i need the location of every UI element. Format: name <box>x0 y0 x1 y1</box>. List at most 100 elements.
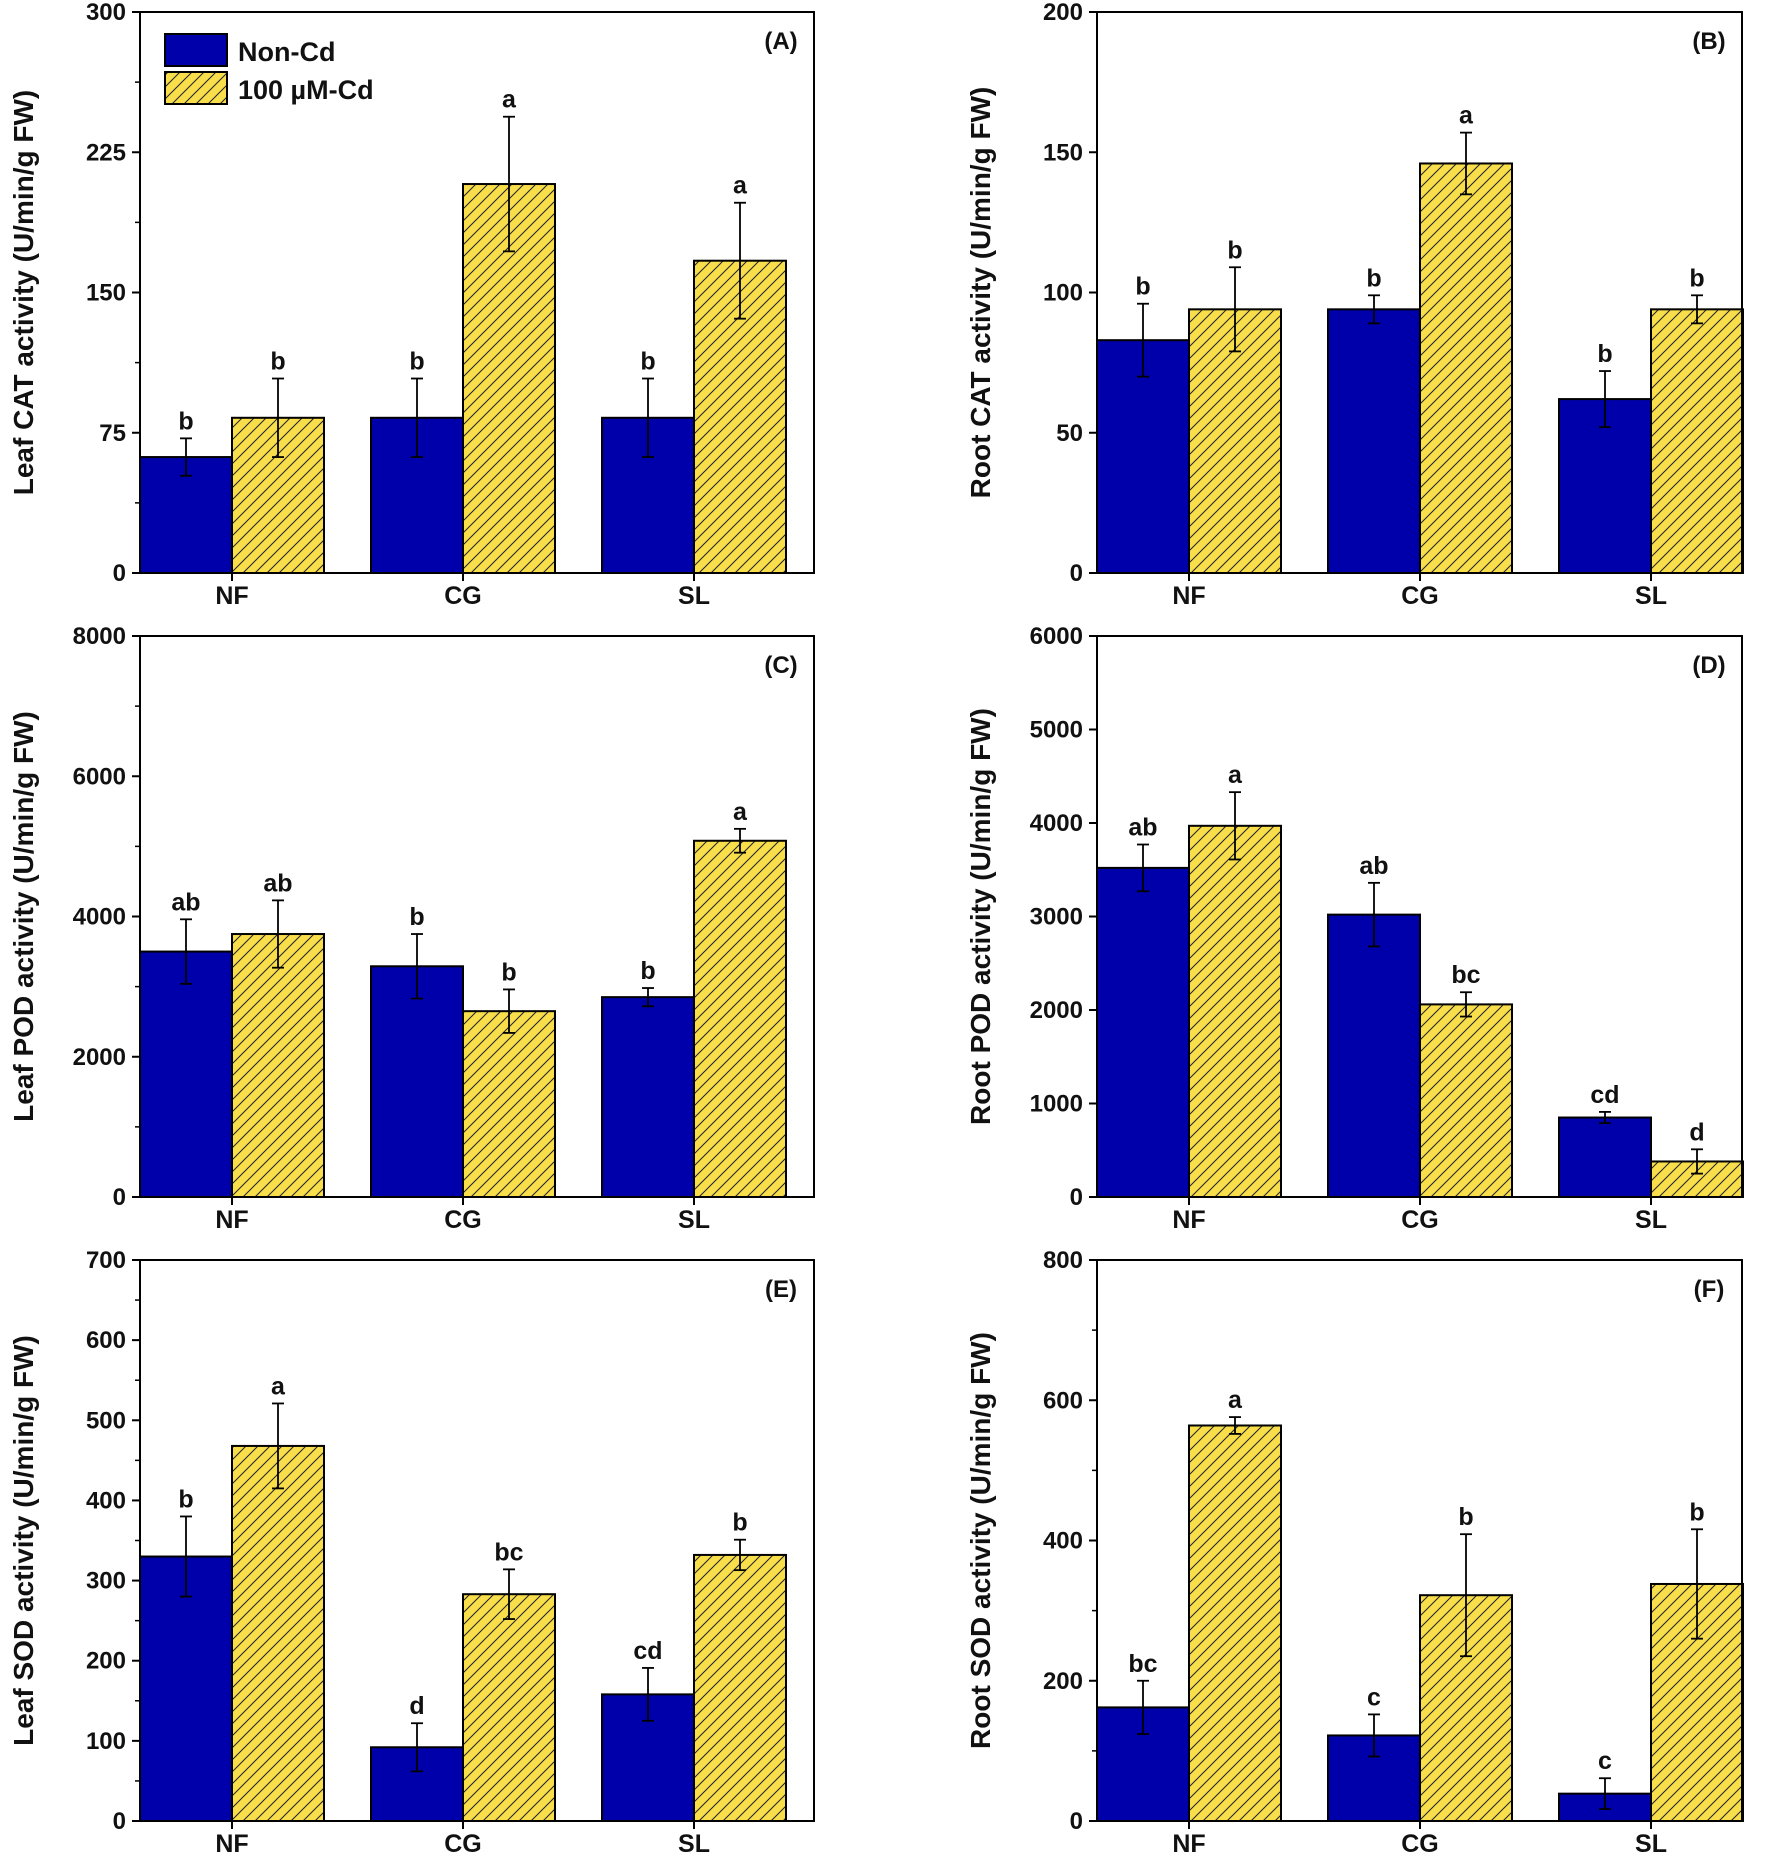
panel-label: (B) <box>1692 28 1725 55</box>
x-category-label: SL <box>1635 1830 1667 1857</box>
y-tick-label: 200 <box>1043 0 1083 26</box>
significance-letter: a <box>502 86 517 114</box>
x-category-label: NF <box>215 582 248 610</box>
significance-letter: d <box>409 1692 424 1720</box>
bar-cd-cg <box>1419 1003 1513 1199</box>
x-category-label: CG <box>1401 1830 1439 1857</box>
x-category-label: CG <box>1401 582 1439 610</box>
y-tick-label: 5000 <box>1030 717 1083 744</box>
panel-f: 0 200 400 600 800 bc c c a b b NF CG SL (F) Root SOD ac… <box>965 1247 1744 1857</box>
significance-letter: ab <box>1359 852 1388 880</box>
y-axis-title: Root SOD activity (U/min/g FW) <box>965 1332 996 1749</box>
significance-letter: bc <box>1128 1650 1157 1678</box>
x-category-label: SL <box>1635 582 1667 610</box>
significance-letter: b <box>732 1509 747 1537</box>
y-tick-label: 100 <box>86 1728 126 1755</box>
panel-label: (D) <box>1692 652 1725 679</box>
bar-cd-cg <box>462 1010 556 1199</box>
y-tick-label: 2000 <box>73 1044 126 1071</box>
plot-frame <box>139 635 815 1198</box>
significance-letter: bc <box>1451 961 1480 989</box>
y-tick-label: 150 <box>86 280 126 307</box>
y-tick-label: 1000 <box>1030 1091 1083 1118</box>
legend-label-non-cd: Non-Cd <box>238 37 335 67</box>
y-tick-label: 225 <box>86 139 126 166</box>
x-category-label: NF <box>1172 1830 1205 1857</box>
significance-letter: bc <box>494 1538 523 1566</box>
bar-cd-nf <box>1188 1424 1282 1822</box>
x-category-label: CG <box>444 582 482 610</box>
panel-label: (F) <box>1694 1276 1725 1303</box>
y-tick-label: 200 <box>1043 1668 1083 1695</box>
significance-letter: c <box>1598 1747 1612 1775</box>
y-axis-title: Root CAT activity (U/min/g FW) <box>965 87 996 499</box>
significance-letter: b <box>1597 340 1612 368</box>
legend-swatch-non-cd <box>164 33 228 67</box>
y-tick-label: 3000 <box>1030 904 1083 931</box>
significance-letter: b <box>1689 1498 1704 1526</box>
legend-swatch-cd <box>164 71 228 105</box>
y-tick-label: 0 <box>113 1184 126 1211</box>
significance-letter: cd <box>1590 1081 1619 1109</box>
y-tick-label: 4000 <box>73 904 126 931</box>
significance-letter: a <box>1459 102 1474 130</box>
significance-letter: a <box>271 1372 286 1400</box>
y-axis-title: Leaf CAT activity (U/min/g FW) <box>8 90 39 496</box>
panel-c: 0 2000 4000 6000 8000 ab b b ab b a NF CG SL (C) Leaf P… <box>8 623 815 1234</box>
y-tick-label: 400 <box>86 1487 126 1514</box>
significance-letter: b <box>501 958 516 986</box>
y-axis-title: Leaf POD activity (U/min/g FW) <box>8 711 39 1122</box>
bar-non-cd-cg <box>370 965 464 1198</box>
y-tick-label: 6000 <box>1030 623 1083 650</box>
significance-letter: b <box>640 348 655 376</box>
significance-letter: b <box>1458 1503 1473 1531</box>
plot-frame <box>1096 11 1743 574</box>
y-tick-label: 800 <box>1043 1247 1083 1274</box>
y-tick-label: 0 <box>1070 560 1083 587</box>
panel-a: 0 75 150 225 300 b b b b a a NF CG SL (A) Leaf CAT acti… <box>8 0 815 610</box>
significance-letter: d <box>1689 1118 1704 1146</box>
panel-label: (C) <box>764 652 797 679</box>
x-category-label: SL <box>678 1830 710 1857</box>
x-category-label: NF <box>215 1206 248 1234</box>
x-category-label: SL <box>1635 1206 1667 1234</box>
significance-letter: b <box>1135 273 1150 301</box>
bar-cd-sl <box>693 1553 787 1822</box>
bar-non-cd-nf <box>139 1555 233 1822</box>
bar-non-cd-nf <box>139 950 233 1198</box>
significance-letter: a <box>733 172 748 200</box>
y-tick-label: 600 <box>1043 1387 1083 1414</box>
panel-e: 0 100 200 300 400 500 600 700 b d cd a bc b NF CG SL (E) L… <box>8 1247 815 1857</box>
y-axis-title: Root POD activity (U/min/g FW) <box>965 708 996 1125</box>
bar-cd-sl <box>1650 308 1744 574</box>
panel-b: 0 50 100 150 200 b b b b a b NF CG SL (B) Root CAT acti… <box>965 0 1744 610</box>
y-tick-label: 0 <box>1070 1808 1083 1835</box>
y-tick-label: 0 <box>113 560 126 587</box>
significance-letter: b <box>178 1485 193 1513</box>
bar-non-cd-sl <box>1558 1116 1652 1199</box>
y-tick-label: 75 <box>99 420 126 447</box>
significance-letter: a <box>733 798 748 826</box>
significance-letter: b <box>1689 264 1704 292</box>
x-category-label: SL <box>678 582 710 610</box>
significance-letter: b <box>178 407 193 435</box>
bar-cd-nf <box>231 933 325 1198</box>
y-tick-label: 500 <box>86 1407 126 1434</box>
bar-cd-cg <box>462 1593 556 1822</box>
y-tick-label: 2000 <box>1030 997 1083 1024</box>
significance-letter: b <box>409 903 424 931</box>
y-tick-label: 0 <box>1070 1184 1083 1211</box>
bar-non-cd-cg <box>1327 308 1421 574</box>
y-tick-label: 150 <box>1043 139 1083 166</box>
significance-letter: b <box>1366 264 1381 292</box>
y-tick-label: 50 <box>1056 420 1083 447</box>
panel-label: (A) <box>764 28 797 55</box>
y-tick-label: 700 <box>86 1247 126 1274</box>
plot-frame <box>139 11 815 574</box>
bar-non-cd-nf <box>1096 339 1190 574</box>
significance-letter: b <box>640 957 655 985</box>
significance-letter: ab <box>263 869 292 897</box>
y-tick-label: 4000 <box>1030 810 1083 837</box>
x-category-label: NF <box>1172 582 1205 610</box>
